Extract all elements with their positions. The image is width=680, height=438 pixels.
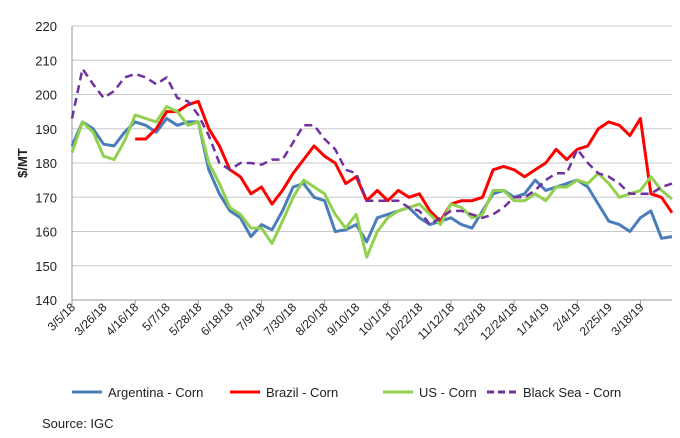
x-tick-label: 6/18/18 (198, 300, 236, 338)
x-tick-label: 4/16/18 (103, 300, 141, 338)
legend-label: Brazil - Corn (266, 385, 338, 400)
y-tick-label: 170 (35, 190, 57, 205)
x-axis-ticks: 3/5/183/26/184/16/185/7/185/28/186/18/18… (45, 300, 647, 343)
legend-label: Argentina - Corn (108, 385, 203, 400)
y-tick-label: 180 (35, 156, 57, 171)
legend-label: US - Corn (419, 385, 477, 400)
x-tick-label: 1/14/19 (514, 300, 552, 338)
y-tick-label: 210 (35, 53, 57, 68)
series-line-black-sea-corn (70, 67, 673, 226)
source-note: Source: IGC (42, 416, 114, 431)
y-axis-ticks: 140 150 160 170 180 190 200 210 220 (35, 19, 57, 308)
y-axis-title: $/MT (15, 148, 30, 178)
legend-label: Black Sea - Corn (523, 385, 621, 400)
x-tick-label: 2/25/19 (577, 300, 615, 338)
x-tick-label: 9/10/18 (324, 300, 362, 338)
x-tick-label: 8/20/18 (293, 300, 331, 338)
series-line-brazil-corn (135, 99, 674, 223)
x-tick-label: 7/30/18 (261, 300, 299, 338)
y-tick-label: 190 (35, 122, 57, 137)
series-lines (70, 67, 674, 259)
y-tick-label: 200 (35, 88, 57, 103)
legend: Argentina - Corn Brazil - Corn US - Corn Bl… (72, 385, 621, 400)
x-tick-label: 3/26/18 (71, 300, 109, 338)
y-tick-label: 160 (35, 225, 57, 240)
x-tick-label: 5/28/18 (166, 300, 204, 338)
gridlines (71, 25, 672, 301)
y-tick-label: 220 (35, 19, 57, 34)
y-tick-label: 150 (35, 259, 57, 274)
y-tick-label: 140 (35, 293, 57, 308)
series-line-us-corn (70, 105, 673, 259)
x-tick-label: 3/18/19 (608, 300, 646, 338)
